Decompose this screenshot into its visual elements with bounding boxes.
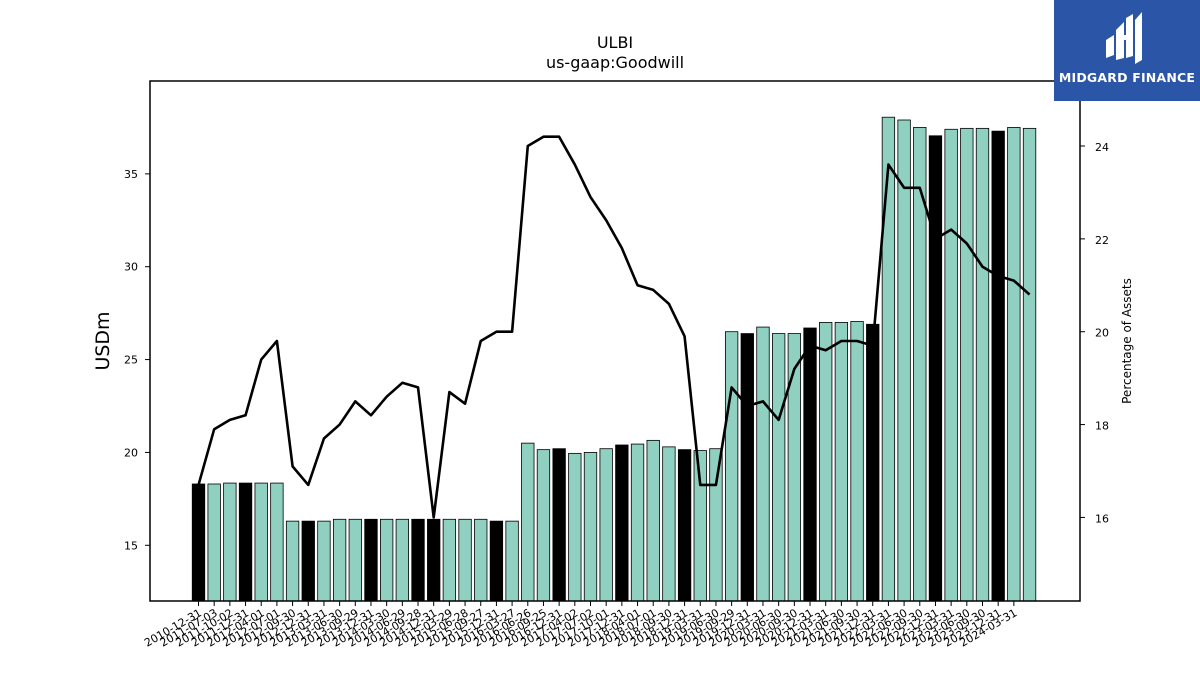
y-tick-label: 30 (124, 261, 138, 274)
bar-group (191, 116, 1037, 602)
bar (536, 449, 551, 602)
bar (709, 448, 723, 602)
bar (850, 321, 864, 602)
bar (803, 327, 817, 602)
bar (662, 446, 676, 602)
bar (395, 518, 409, 602)
bar (411, 518, 425, 602)
bar (317, 520, 331, 602)
bar (207, 483, 221, 602)
bar (442, 518, 457, 602)
y-tick-label: 15 (124, 539, 138, 552)
bar (834, 322, 849, 602)
bar (285, 520, 300, 602)
bar (223, 482, 237, 602)
bar (756, 326, 770, 602)
y-axis-label: USDm (92, 311, 114, 370)
bar (332, 518, 347, 602)
bar (380, 518, 394, 602)
bar (1007, 127, 1021, 602)
y2-tick-label: 16 (1095, 512, 1109, 525)
bar (1022, 127, 1037, 602)
bar (944, 128, 958, 602)
bar (615, 444, 629, 602)
y2-axis: 16 18 20 22 24 (1080, 141, 1109, 525)
y2-tick-label: 18 (1095, 420, 1109, 433)
chart-subtitle: us-gaap:Goodwill (546, 53, 684, 72)
bar (960, 127, 974, 602)
y-tick-label: 20 (124, 446, 138, 459)
bar (474, 518, 488, 602)
bar (724, 331, 739, 602)
line-group (197, 135, 1031, 519)
logo-text: MIDGARD FINANCE (1058, 70, 1196, 85)
y2-axis-label: Percentage of Assets (1120, 278, 1134, 404)
y2-tick-label: 20 (1095, 327, 1109, 340)
bar (254, 482, 268, 602)
bar (348, 518, 362, 602)
bar (270, 482, 284, 602)
bar (599, 448, 613, 602)
bar (521, 442, 535, 602)
y-tick-label: 25 (124, 354, 138, 367)
bar (866, 323, 880, 602)
bar (991, 130, 1005, 602)
bar (787, 333, 801, 602)
midgard-finance-logo: MIDGARD FINANCE (1054, 0, 1200, 101)
bar (427, 518, 441, 602)
bar (568, 452, 582, 602)
bar (301, 520, 315, 602)
bar (364, 518, 378, 602)
chart-title: ULBI (597, 33, 633, 52)
bar (191, 483, 206, 602)
y-axis: 15 20 25 30 35 (124, 168, 150, 552)
bar (881, 116, 896, 602)
midgard-logo-icon (1106, 12, 1142, 64)
bar (238, 482, 253, 602)
bar (458, 518, 472, 602)
bar (740, 333, 754, 602)
bar (646, 439, 660, 602)
bar (489, 520, 504, 602)
bar (897, 119, 911, 602)
x-axis: 2010-12-312011-07-032011-10-022011-12-31… (142, 601, 1019, 650)
bar (975, 127, 990, 602)
bar (928, 135, 943, 602)
plot-frame (149, 80, 1081, 602)
bar (552, 448, 566, 602)
bar (583, 452, 598, 602)
series-line (197, 135, 1031, 519)
y2-tick-label: 24 (1095, 141, 1109, 154)
y2-tick-label: 22 (1095, 234, 1109, 247)
bar (630, 443, 645, 602)
bar (772, 333, 786, 602)
y-tick-label: 35 (124, 168, 138, 181)
bar (677, 449, 692, 602)
bar (505, 520, 519, 602)
bar (819, 322, 833, 602)
